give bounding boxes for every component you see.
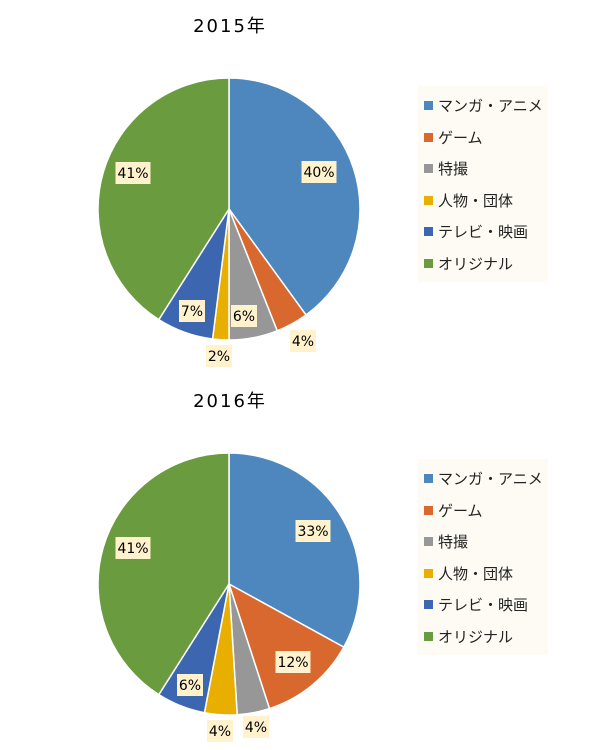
data-label-text: 41%: [117, 541, 148, 557]
legend-swatch: [424, 600, 433, 610]
pie-svg: 33% 12% 4% 4% 6% 41%: [97, 452, 361, 742]
data-label-text: 2%: [208, 349, 230, 365]
legend-item-tv: テレビ・映画: [424, 216, 548, 248]
data-label-text: 7%: [181, 304, 203, 320]
legend-item-manga: マンガ・アニメ: [424, 463, 548, 495]
pie-chart-2015: 2015年 40% 4% 6% 2% 7% 41% マンガ・アニメ ゲーム 特撮 人物・団…: [97, 16, 548, 367]
legend-item-tokusatsu: 特撮: [424, 153, 548, 185]
chart-title: 2015年: [193, 16, 267, 37]
data-label-text: 6%: [233, 309, 255, 325]
legend-label: ゲーム: [438, 128, 483, 147]
slice-original: [97, 452, 230, 696]
pie-chart-2016: 2016年 33% 12% 4% 4% 6% 41% マンガ・アニメ ゲーム 特撮 人物・…: [0, 375, 601, 750]
legend: マンガ・アニメ ゲーム 特撮 人物・団体 テレビ・映画 オリジナル: [418, 459, 548, 655]
legend-swatch: [424, 537, 433, 547]
legend-swatch: [424, 101, 433, 111]
data-label-box: [275, 651, 311, 673]
data-label-box: [207, 720, 233, 742]
legend-label: マンガ・アニメ: [438, 470, 543, 489]
legend-item-person: 人物・団体: [424, 185, 548, 217]
data-label-box: [206, 345, 232, 367]
legend-swatch: [424, 505, 433, 515]
legend-label: オリジナル: [438, 254, 514, 273]
legend-label: テレビ・映画: [438, 223, 529, 242]
legend-label: 特撮: [438, 160, 469, 179]
chart-title: 2016年: [193, 391, 267, 412]
data-label-text: 6%: [179, 678, 201, 694]
data-label-text: 33%: [297, 524, 328, 540]
legend-item-tokusatsu: 特撮: [424, 526, 548, 558]
data-label-box: [301, 161, 337, 183]
slice-game: [227, 582, 345, 710]
legend-item-game: ゲーム: [424, 495, 548, 527]
legend-label: テレビ・映画: [438, 596, 529, 615]
data-label-box: [243, 716, 269, 738]
legend-swatch: [424, 227, 433, 237]
pie-svg: 40% 4% 6% 2% 7% 41%: [97, 77, 361, 367]
data-label-text: 40%: [303, 165, 334, 181]
data-label: 2%: [206, 345, 232, 367]
legend-item-person: 人物・団体: [424, 558, 548, 590]
data-label-text: 4%: [245, 720, 267, 736]
data-label-text: 4%: [209, 724, 231, 740]
data-label-box: [231, 305, 257, 327]
legend-swatch: [424, 631, 433, 641]
data-label-box: [115, 162, 151, 184]
data-label-text: 4%: [292, 334, 314, 350]
legend-label: 人物・団体: [438, 191, 514, 210]
data-label-box: [179, 300, 205, 322]
legend-label: マンガ・アニメ: [438, 97, 543, 116]
legend-swatch: [424, 195, 433, 205]
legend-label: オリジナル: [438, 627, 514, 646]
data-label-box: [115, 537, 151, 559]
data-label: 4%: [243, 716, 269, 738]
data-label: 41%: [115, 537, 151, 559]
legend-label: 特撮: [438, 533, 469, 552]
slice-manga: [228, 452, 361, 649]
legend-item-original: オリジナル: [424, 248, 548, 280]
legend-label: 人物・団体: [438, 564, 514, 583]
legend-item-original: オリジナル: [424, 621, 548, 653]
legend-swatch: [424, 132, 433, 142]
legend-swatch: [424, 164, 433, 174]
legend: マンガ・アニメ ゲーム 特撮 人物・団体 テレビ・映画 オリジナル: [418, 86, 548, 282]
legend-swatch: [424, 474, 433, 484]
data-label: 4%: [207, 720, 233, 742]
legend-item-manga: マンガ・アニメ: [424, 90, 548, 122]
data-label: 4%: [290, 330, 316, 352]
slice-manga: [228, 77, 361, 317]
legend-item-tv: テレビ・映画: [424, 589, 548, 621]
data-label: 6%: [231, 305, 257, 327]
data-label-box: [177, 674, 203, 696]
legend-item-game: ゲーム: [424, 122, 548, 154]
data-label: 6%: [177, 674, 203, 696]
data-label: 12%: [275, 651, 311, 673]
data-label: 40%: [301, 161, 337, 183]
slice-original: [97, 77, 230, 321]
legend-label: ゲーム: [438, 501, 483, 520]
legend-swatch: [424, 258, 433, 268]
data-label: 33%: [295, 520, 331, 542]
data-label-text: 41%: [117, 166, 148, 182]
data-label: 7%: [179, 300, 205, 322]
legend-swatch: [424, 568, 433, 578]
data-label-text: 12%: [277, 655, 308, 671]
data-label-box: [295, 520, 331, 542]
data-label-box: [290, 330, 316, 352]
data-label: 41%: [115, 162, 151, 184]
